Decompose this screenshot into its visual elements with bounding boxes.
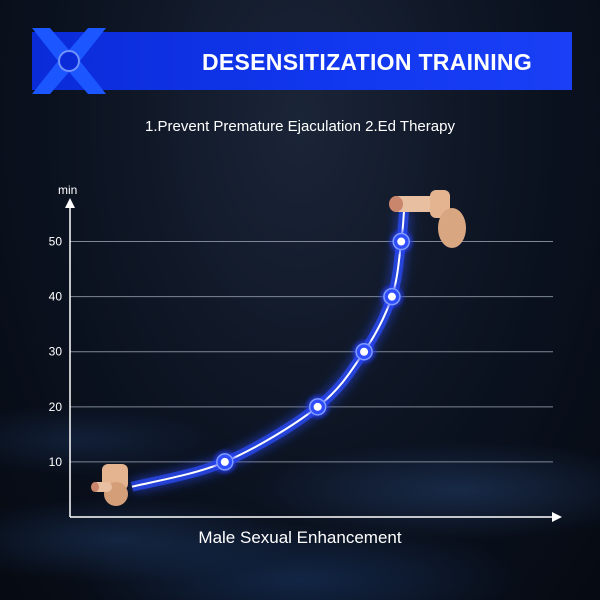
- x-axis-arrow: [552, 512, 562, 522]
- y-tick-label: 40: [49, 290, 63, 304]
- data-point-center: [220, 457, 229, 466]
- data-point-center: [397, 237, 406, 246]
- product-small-illustration: [91, 464, 128, 506]
- data-point-center: [387, 292, 396, 301]
- y-tick-label: 20: [49, 400, 63, 414]
- data-point-center: [313, 402, 322, 411]
- subtitle: 1.Prevent Premature Ejaculation 2.Ed The…: [145, 118, 455, 135]
- y-tick-label: 30: [49, 345, 63, 359]
- x-logo-icon: [32, 28, 106, 94]
- y-tick-label: 10: [49, 455, 63, 469]
- y-tick-label: 50: [49, 235, 63, 249]
- data-point-center: [360, 347, 369, 356]
- title-banner: DESENSITIZATION TRAINING: [32, 32, 572, 90]
- banner-title: DESENSITIZATION TRAINING: [201, 49, 533, 75]
- product-large-illustration: [389, 190, 466, 248]
- y-axis-label: min: [58, 183, 77, 197]
- x-axis-label: Male Sexual Enhancement: [198, 528, 402, 547]
- y-axis-arrow: [65, 198, 75, 208]
